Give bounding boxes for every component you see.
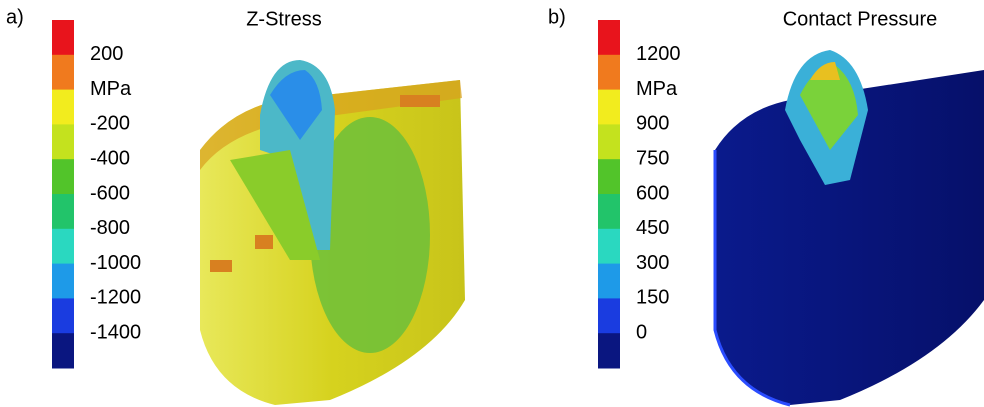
colorbar-segment <box>598 229 620 264</box>
colorbar-segment <box>52 20 74 55</box>
scale-label: MPa <box>636 78 678 100</box>
model-render <box>200 60 465 405</box>
colorbar-segment <box>52 264 74 299</box>
panel-title: Contact Pressure <box>783 8 938 30</box>
colorbar-segment <box>598 55 620 90</box>
colorbar-segment <box>52 55 74 90</box>
figure: a) Z-Stress 200 MPa -200 -400 -600 -800 -1000 -… <box>0 0 984 407</box>
model-render <box>715 50 984 405</box>
colorbar-segment <box>598 124 620 159</box>
colorbar: 1200 MPa 900 750 600 450 300 150 0 <box>598 20 681 369</box>
scale-label: 0 <box>636 321 647 343</box>
scale-label: 300 <box>636 252 669 274</box>
colorbar-segment <box>52 159 74 194</box>
scale-label: -600 <box>90 182 130 204</box>
scale-label: -200 <box>90 113 130 135</box>
panel-label: a) <box>6 6 24 28</box>
scale-label: -1000 <box>90 252 141 274</box>
panel-title: Z-Stress <box>246 8 322 30</box>
scale-label: MPa <box>90 78 132 100</box>
scale-label: 450 <box>636 217 669 239</box>
colorbar-segment <box>598 20 620 55</box>
scale-label: 200 <box>90 43 123 65</box>
colorbar-segment <box>598 159 620 194</box>
scale-label: 900 <box>636 113 669 135</box>
scale-label: -800 <box>90 217 130 239</box>
panel-label: b) <box>548 6 566 28</box>
colorbar-segment <box>52 90 74 125</box>
scale-label: 750 <box>636 147 669 169</box>
scale-label: 1200 <box>636 43 681 65</box>
colorbar-segment <box>52 124 74 159</box>
colorbar-segment <box>598 298 620 333</box>
panel-a: a) Z-Stress 200 MPa -200 -400 -600 -800 -1000 -… <box>6 6 465 405</box>
colorbar-segment <box>52 333 74 368</box>
colorbar-segment <box>598 264 620 299</box>
colorbar-segment <box>598 194 620 229</box>
scale-label: -1400 <box>90 321 141 343</box>
colorbar-segment <box>52 298 74 333</box>
scale-label: -1200 <box>90 287 141 309</box>
scale-label: 150 <box>636 287 669 309</box>
colorbar-segment <box>598 333 620 368</box>
colorbar-segment <box>598 90 620 125</box>
colorbar-segment <box>52 194 74 229</box>
scale-label: -400 <box>90 147 130 169</box>
colorbar: 200 MPa -200 -400 -600 -800 -1000 -1200 -1400 <box>52 20 141 369</box>
colorbar-segment <box>52 229 74 264</box>
panel-b: b) Contact Pressure 1200 MPa 900 750 600 450 3… <box>548 6 984 405</box>
scale-label: 600 <box>636 182 669 204</box>
